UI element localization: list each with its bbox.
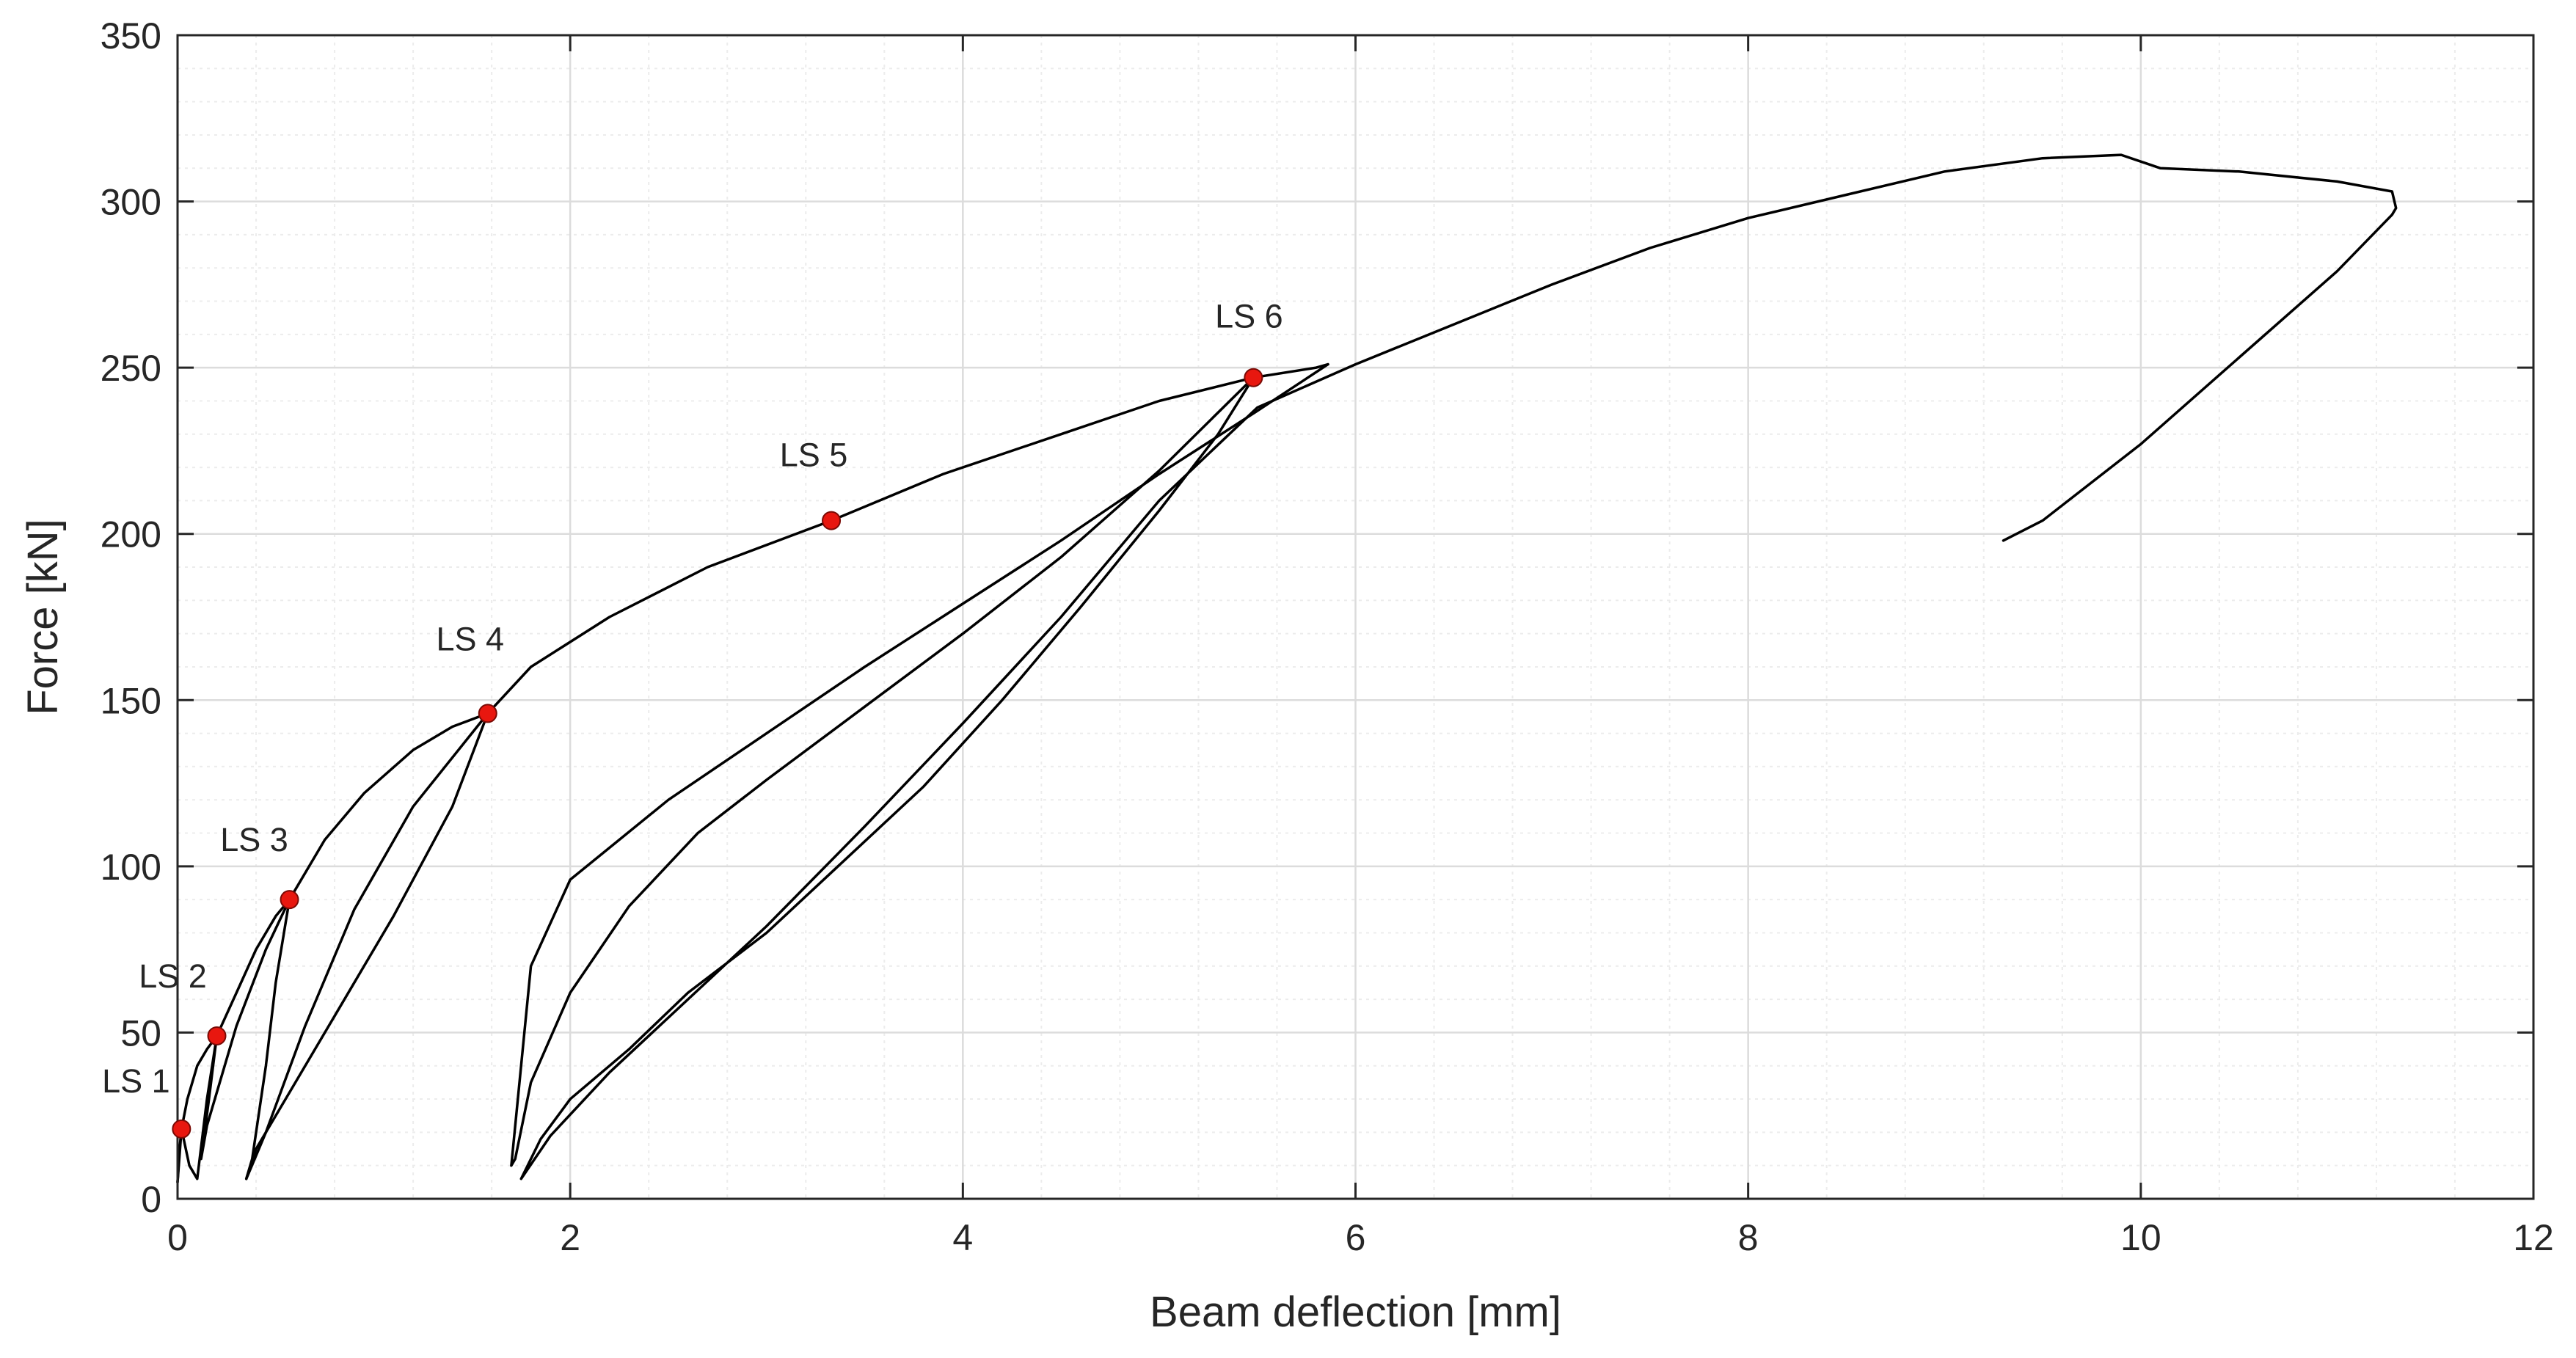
y-tick-label: 0 — [141, 1179, 161, 1220]
axis-ticks: 0 2 4 6 8 10 12 0 50 100 150 200 250 300 350 — [101, 15, 2554, 1258]
x-tick-label: 8 — [1738, 1217, 1759, 1258]
load-step-label: LS 1 — [102, 1062, 170, 1100]
y-axis-label: Force [kN] — [19, 519, 67, 715]
x-tick-label: 4 — [952, 1217, 973, 1258]
data-series-7-line — [244, 712, 489, 1180]
load-step-marker — [280, 890, 299, 910]
x-tick-label: 2 — [560, 1217, 580, 1258]
data-series-8-line — [244, 712, 489, 1180]
y-tick-label: 100 — [101, 847, 161, 888]
load-step-marker — [1244, 368, 1263, 387]
x-tick-label: 12 — [2513, 1217, 2554, 1258]
load-step-marker — [172, 1119, 191, 1139]
data-series-2-line — [510, 362, 1329, 1167]
load-step-label: LS 6 — [1215, 298, 1283, 335]
data-series-6-line — [200, 898, 291, 1161]
y-tick-label: 300 — [101, 182, 161, 223]
x-tick-label: 10 — [2120, 1217, 2161, 1258]
y-tick-label: 50 — [120, 1012, 161, 1054]
y-tick-label: 200 — [101, 514, 161, 555]
x-axis-label: Beam deflection [mm] — [1150, 1288, 1561, 1336]
x-tick-label: 0 — [167, 1217, 188, 1258]
data-series-5-line — [180, 1034, 219, 1180]
data-series-3-line — [519, 153, 2398, 1180]
load-step-label: LS 5 — [780, 437, 848, 474]
y-tick-label: 250 — [101, 348, 161, 389]
load-step-label: LS 2 — [139, 957, 207, 995]
x-tick-label: 6 — [1346, 1217, 1366, 1258]
y-tick-label: 350 — [101, 15, 161, 56]
load-step-label: LS 3 — [220, 821, 288, 858]
data-series-1-line — [176, 362, 1329, 1184]
y-tick-label: 150 — [101, 680, 161, 721]
load-step-marker — [207, 1026, 227, 1045]
load-step-label: LS 4 — [436, 620, 504, 657]
load-step-markers: LS 1 LS 2 LS 3 LS 4 LS 5 LS 6 — [102, 298, 1283, 1139]
load-step-marker — [478, 704, 497, 723]
curve-group — [176, 153, 2398, 1184]
load-step-marker — [822, 511, 842, 530]
